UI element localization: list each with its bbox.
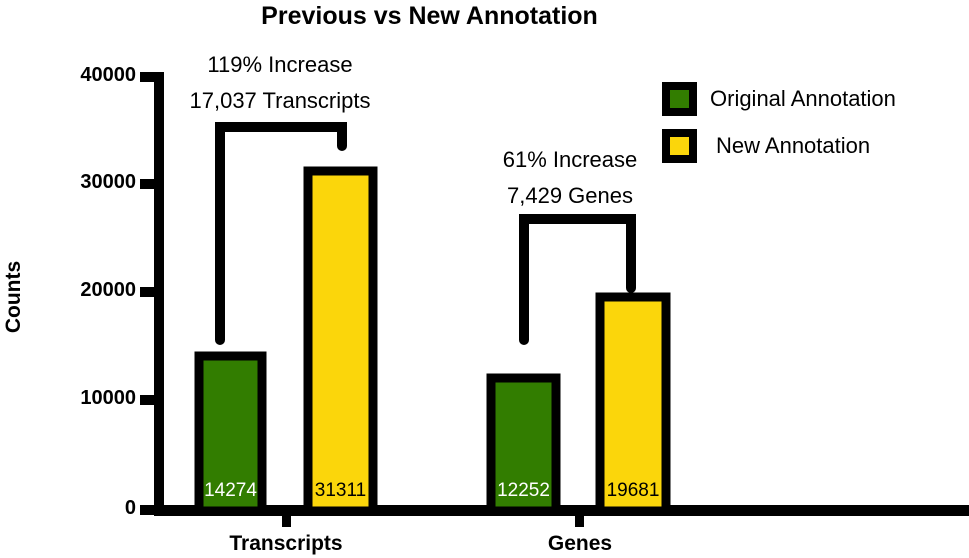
x-category-genes: Genes	[547, 532, 613, 555]
bracket-genes	[519, 214, 636, 345]
x-category-transcripts: Transcripts	[229, 532, 343, 555]
annotation-transcripts-percent: 119% Increase	[207, 52, 353, 77]
x-axis-line	[154, 505, 969, 516]
y-tick-10000: 10000	[80, 387, 136, 409]
bracket-transcripts	[215, 122, 347, 345]
y-tick-40000: 40000	[80, 64, 136, 86]
y-tick-30000: 30000	[80, 171, 136, 193]
chart-title: Previous vs New Annotation	[261, 2, 598, 30]
legend-label-original: Original Annotation	[710, 86, 896, 111]
legend-swatch-new	[670, 137, 689, 155]
annotation-genes-percent: 61% Increase	[502, 147, 638, 172]
legend-label-new: New Annotation	[716, 133, 871, 158]
y-tick-0: 0	[124, 497, 136, 519]
bar-genes-original	[486, 373, 561, 516]
bar-transcripts-original	[194, 351, 267, 516]
bar-genes-new	[595, 292, 671, 516]
value-label: 19681	[606, 480, 660, 501]
value-label: 14274	[204, 480, 257, 501]
annotation-genes-count: 7,429 Genes	[507, 183, 633, 208]
y-tick-20000: 20000	[80, 279, 136, 301]
value-label: 31311	[314, 480, 367, 501]
legend-swatch-original	[670, 90, 689, 108]
value-label: 12252	[497, 480, 550, 501]
annotation-transcripts-count: 17,037 Transcripts	[189, 88, 371, 113]
bar-transcripts-new	[303, 166, 378, 516]
